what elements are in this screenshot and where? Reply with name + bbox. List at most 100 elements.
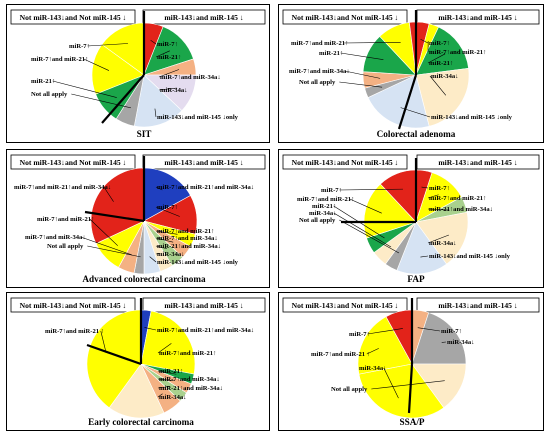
slice-label: miR-7↑ [429,185,450,192]
slice-label: miR-143↓and miR-145 ↓only [157,114,239,121]
header-right-label: miR-143↓and miR-145 ↓ [164,301,243,310]
leader-line [427,234,449,244]
slice-label: miR-7↑and miR-34a↓ [289,68,350,75]
pie-slice [411,363,467,409]
leader-line [371,380,445,390]
slice-label: miR-7↑and miR-21↑ [31,56,88,63]
leader-line [80,236,132,256]
slice-label: miR-7↑and miR-21↑ [159,350,216,357]
pie-slice [363,183,417,239]
leader-line [155,186,163,191]
pie-slice [367,74,430,129]
slice-label: Not all apply [331,386,368,393]
group-divider [101,74,145,124]
panel-title: Early colorectal carcinoma [88,417,194,427]
slice-label: miR-21↑ [429,60,453,67]
slice-label: miR-34a↓ [359,365,386,372]
slice-label: miR-7↑and miR-21 ↑ [311,351,370,358]
leader-line [155,50,170,58]
pie-slice [415,211,469,265]
pie-slice [415,26,469,76]
header-left-label: Not miR-143↓and Not miR-145 ↓ [20,158,127,167]
leader-line [89,218,118,246]
pie-slice [143,167,191,222]
leader-line [155,230,178,235]
slice-label: miR-7↑and miR-21↑ [157,228,214,235]
header-left-label: Not miR-143↓and Not miR-145 ↓ [292,13,399,22]
pie-slice [358,363,445,419]
slice-label: miR-34a↓ [447,339,474,346]
slice-label: miR-7↑and miR-21↑and miR-34a↓ [14,184,111,191]
header-right-label: miR-143↓and miR-145 ↓ [164,158,243,167]
leader-line [157,393,163,398]
pie-slice [86,309,142,409]
leader-line [427,53,446,64]
slice-label: miR-143↓and miR-145 ↓only [157,259,239,266]
slice-label: miR-7↑and miR-21↑ [291,40,348,47]
header-right-label: miR-143↓and miR-145 ↓ [164,13,243,22]
leader-line [420,38,429,44]
pie-chart: Not miR-143↓and Not miR-145 ↓ miR-143↓and… [10,297,266,427]
slice-label: miR-143↓and miR-145 ↓only [429,253,511,260]
slice-label: Not all apply [47,243,84,250]
leader-line [83,58,110,71]
slice-label: miR-7↑ [441,328,462,335]
group-divider [84,210,145,223]
pie-chart: Not miR-143↓and Not miR-145 ↓ miR-143↓and… [10,9,266,139]
slice-label: miR-7↑and miR-21↑ [429,195,486,202]
leader-line [157,378,174,381]
panel-5: Not miR-143↓and Not miR-145 ↓ miR-143↓and… [6,292,270,431]
header-right-label: miR-143↓and miR-145 ↓ [438,13,517,22]
leader-line [149,256,157,263]
slice-label: miR-7↑and miR-21↑ [429,49,486,56]
slice-label: miR-7↑and miR-21↑ [297,196,354,203]
slice-label: miR-7↑and miR-21↑and miR-34a↓ [157,184,254,191]
leader-line [103,186,114,202]
panel-2: Not miR-143↓and Not miR-145 ↓ miR-143↓and… [278,4,544,143]
panel-title: FAP [407,274,425,284]
header-box-right [142,297,266,313]
leader-line [155,245,168,250]
leader-line [144,327,157,331]
header-left-label: Not miR-143↓and Not miR-145 ↓ [292,158,399,167]
leader-line [367,328,403,335]
slice-label: Not all apply [31,91,68,98]
slice-label: miR-7↑and miR-34a↓ [160,74,221,81]
leader-line [339,81,383,88]
group-divider [397,74,418,130]
leader-line [400,107,431,118]
slice-label: miR-7↑and miR-21 ↑ [45,328,104,335]
slice-label: miR-7↑ [157,41,178,48]
leader-line [87,43,128,47]
slice-label: miR-21↑ [31,78,55,85]
slice-label: Not all apply [299,217,336,224]
slice-label: miR-7↑and miR-21↑ [37,216,94,223]
slice-label: miR-7↑and miR-34a↓ [157,235,218,242]
slice-label: miR-21↑ [157,54,181,61]
group-divider [86,343,142,366]
panel-1: Not miR-143↓and Not miR-145 ↓ miR-143↓and… [6,4,270,143]
pie-slice [411,312,467,365]
pie-chart: Not miR-143↓and Not miR-145 ↓ miR-143↓and… [282,154,540,284]
header-right-label: miR-143↓and miR-145 ↓ [438,301,517,310]
leader-line [157,370,177,375]
slice-label: miR-7↑and miR-34a↓ [159,376,220,383]
header-box-left [10,154,136,170]
slice-label: miR-34a↓ [431,73,458,80]
header-box-left [10,9,136,25]
leader-line [52,80,117,98]
leader-line [71,93,132,109]
leader-line [158,87,177,91]
leader-line [339,188,403,191]
leader-line [349,198,382,214]
leader-line [333,212,392,248]
pie-chart: Not miR-143↓and Not miR-145 ↓ miR-143↓and… [282,9,540,139]
group-divider [407,363,414,414]
panel-title: SIT [137,129,152,139]
pie-slice [133,74,183,128]
slice-label: miR-7↑ [157,204,178,211]
panel-title: Colorectal adenoma [377,129,456,139]
pie-slice [108,363,165,419]
pie-slice [140,310,196,375]
